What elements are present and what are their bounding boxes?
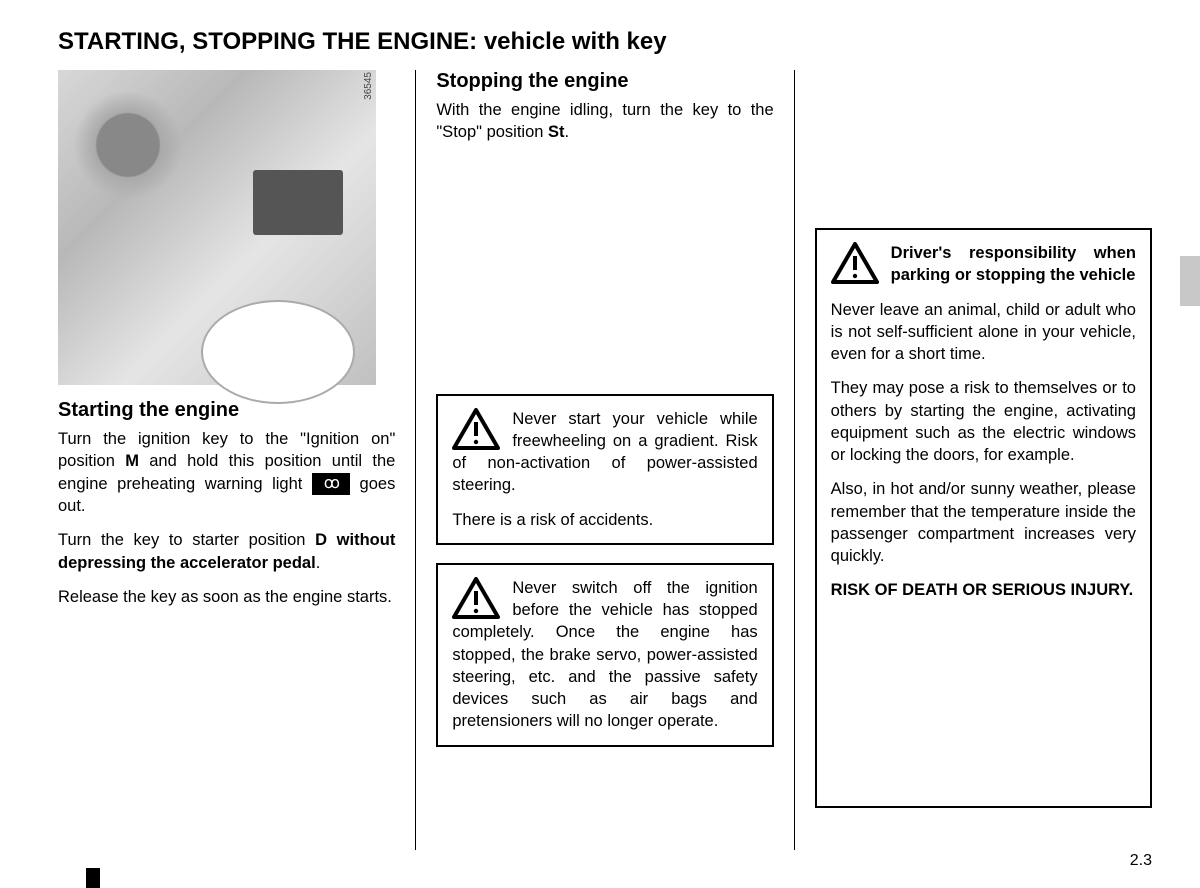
column-2: Stopping the engine With the engine idli… <box>436 70 773 850</box>
warn-freewheel-p2: There is a risk of accidents. <box>452 509 757 531</box>
warn-resp-title-text: Driver's responsibility when parking or … <box>891 244 1136 284</box>
starting-p2a: Turn the key to starter position <box>58 531 315 549</box>
warning-box-responsibility: Driver's responsibility when parking or … <box>815 228 1152 808</box>
warning-triangle-icon <box>452 577 500 619</box>
section-tab <box>1180 256 1200 306</box>
starting-p2b: . <box>316 554 321 572</box>
column-divider-1 <box>415 70 416 850</box>
column-divider-2 <box>794 70 795 850</box>
stopping-p1a: With the engine idling, turn the key to … <box>436 101 773 141</box>
warning-box-ignition-off: Never switch off the ignition before the… <box>436 563 773 747</box>
stopping-p1b: . <box>565 123 570 141</box>
page-number: 2.3 <box>1130 852 1152 870</box>
starting-p1: Turn the ignition key to the "Ignition o… <box>58 428 395 517</box>
warn-resp-p4-text: RISK OF DEATH OR SERIOUS INJURY. <box>831 581 1134 599</box>
photo-id: 36545 <box>363 72 374 100</box>
column-1: 36545 Starting the engine Turn the ignit… <box>58 70 395 850</box>
footer-mark <box>86 868 100 888</box>
warning-triangle-icon <box>831 242 879 284</box>
page-title: STARTING, STOPPING THE ENGINE: vehicle w… <box>58 28 1152 56</box>
stopping-p1-bold: St <box>548 123 565 141</box>
dashboard-photo: 36545 <box>58 70 376 385</box>
starting-p3: Release the key as soon as the engine st… <box>58 586 395 608</box>
starting-p1-bold: M <box>125 452 139 470</box>
content-columns: 36545 Starting the engine Turn the ignit… <box>58 70 1152 850</box>
warning-box-freewheel: Never start your vehicle while freewheel… <box>436 394 773 545</box>
stopping-p1: With the engine idling, turn the key to … <box>436 99 773 144</box>
warn-resp-p2: They may pose a risk to themselves or to… <box>831 377 1136 466</box>
photo-ignition-detail <box>203 302 353 402</box>
warn-resp-p1: Never leave an animal, child or adult wh… <box>831 299 1136 366</box>
stopping-heading: Stopping the engine <box>436 70 773 93</box>
column-3: Driver's responsibility when parking or … <box>815 70 1152 850</box>
warn-resp-p4: RISK OF DEATH OR SERIOUS INJURY. <box>831 579 1136 601</box>
starting-p2: Turn the key to starter position D witho… <box>58 529 395 574</box>
starting-heading: Starting the engine <box>58 399 395 422</box>
photo-screen-shape <box>253 170 343 235</box>
warning-triangle-icon <box>452 408 500 450</box>
warn-resp-p3: Also, in hot and/or sunny weather, pleas… <box>831 478 1136 567</box>
preheat-icon: ꝏ <box>312 473 350 495</box>
